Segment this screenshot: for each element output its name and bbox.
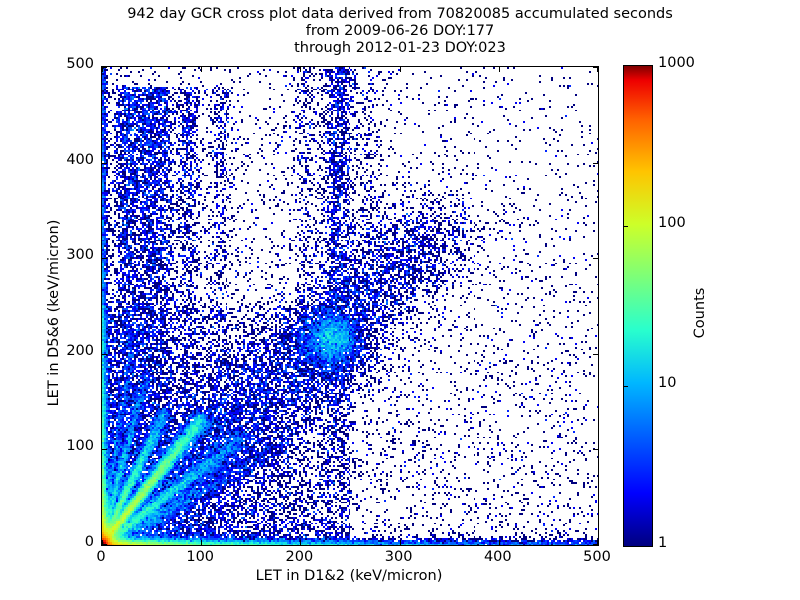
y-tick-label-500: 500 [66, 56, 94, 72]
x-tick-label-400: 400 [483, 549, 512, 565]
y-tick-0 [593, 544, 598, 545]
y-tick-300 [593, 258, 598, 259]
y-tick-label-0: 0 [84, 534, 94, 550]
x-tick-label-100: 100 [186, 549, 215, 565]
title-line-2-text: from 2009-06-26 DOY:177 [305, 23, 495, 39]
heatmap-data-layer [102, 67, 598, 545]
colorbar-label-1: 1 [658, 535, 668, 551]
y-tick-label-200: 200 [66, 342, 94, 359]
plot-area[interactable] [101, 66, 599, 546]
y-tick-0 [102, 544, 107, 545]
heatmap-canvas [102, 67, 598, 545]
x-tick-0 [102, 67, 103, 72]
y-tick-100 [102, 449, 107, 450]
colorbar-tick-100 [623, 226, 628, 227]
y-tick-label-100: 100 [66, 438, 94, 455]
x-tick-300 [400, 67, 401, 72]
y-tick-400 [593, 163, 598, 164]
y-tick-200 [593, 354, 598, 355]
y-tick-500 [102, 67, 107, 68]
colorbar-label-100: 100 [658, 215, 686, 231]
x-tick-500 [597, 540, 598, 545]
colorbar-label-10: 10 [658, 375, 677, 391]
title-line-3-text: through 2012-01-23 DOY:023 [294, 40, 506, 56]
colorbar-tick-10 [623, 386, 628, 387]
x-tick-label-200: 200 [285, 549, 314, 565]
y-tick-100 [593, 449, 598, 450]
y-tick-label-300: 300 [66, 247, 94, 264]
colorbar-title: Counts [692, 287, 708, 339]
x-tick-200 [300, 67, 301, 72]
y-tick-500 [593, 67, 598, 68]
title-line-1-text: 942 day GCR cross plot data derived from… [127, 6, 673, 22]
colorbar-gradient [624, 66, 652, 546]
x-axis-title: LET in D1&2 (keV/micron) [255, 568, 443, 584]
x-tick-300 [400, 540, 401, 545]
plot-title: 942 day GCR cross plot data derived from… [0, 6, 800, 57]
colorbar[interactable] [623, 65, 653, 547]
y-tick-400 [102, 163, 107, 164]
x-tick-400 [499, 67, 500, 72]
x-tick-0 [102, 540, 103, 545]
y-tick-200 [102, 354, 107, 355]
x-tick-400 [499, 540, 500, 545]
x-tick-label-500: 500 [583, 549, 611, 565]
y-tick-label-400: 400 [66, 151, 94, 168]
y-tick-300 [102, 258, 107, 259]
x-tick-100 [201, 67, 202, 72]
y-axis-title: LET in D5&6 (keV/micron) [46, 219, 62, 407]
colorbar-label-1000: 1000 [658, 55, 695, 71]
x-tick-100 [201, 540, 202, 545]
x-tick-label-0: 0 [96, 549, 106, 565]
x-tick-label-300: 300 [384, 549, 413, 565]
x-tick-500 [597, 67, 598, 72]
x-tick-200 [300, 540, 301, 545]
